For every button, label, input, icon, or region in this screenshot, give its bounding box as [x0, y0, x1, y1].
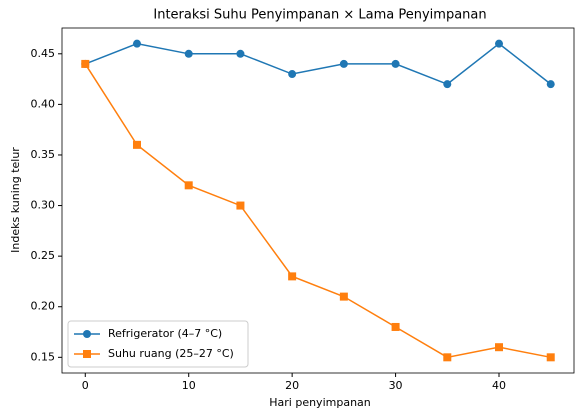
x-tick-label: 30 — [389, 379, 403, 392]
data-point — [391, 59, 400, 68]
x-axis-label: Hari penyimpanan — [269, 396, 371, 409]
data-point — [339, 59, 348, 68]
data-point — [184, 49, 193, 58]
data-point — [495, 343, 504, 352]
x-tick-label: 20 — [285, 379, 299, 392]
data-point — [81, 59, 90, 68]
legend-label: Refrigerator (4–7 °C) — [108, 327, 222, 340]
data-point — [288, 272, 297, 281]
series-line — [84, 63, 551, 359]
y-tick-label: 0.30 — [31, 199, 56, 212]
legend-marker — [83, 330, 91, 338]
y-tick-label: 0.40 — [31, 97, 56, 110]
data-point — [132, 140, 141, 149]
data-point — [443, 353, 452, 362]
legend-box — [67, 320, 249, 368]
x-tick-label: 40 — [492, 379, 506, 392]
series-line — [84, 42, 552, 86]
x-tick-label: 10 — [182, 379, 196, 392]
y-axis-label: Indeks kuning telur — [9, 147, 22, 253]
y-tick-label: 0.20 — [31, 300, 56, 313]
legend-label: Suhu ruang (25–27 °C) — [108, 347, 234, 360]
data-point — [546, 80, 555, 89]
y-tick-label: 0.25 — [31, 249, 56, 262]
x-tick-label: 0 — [82, 379, 89, 392]
data-point — [443, 80, 452, 89]
data-point — [236, 49, 245, 58]
data-point — [339, 292, 348, 301]
data-point — [236, 201, 245, 210]
data-point — [184, 181, 193, 190]
legend-marker — [83, 350, 91, 358]
y-tick-label: 0.45 — [31, 47, 56, 60]
data-point — [391, 322, 400, 331]
data-point — [546, 353, 555, 362]
y-tick-label: 0.15 — [31, 350, 56, 363]
data-point — [495, 39, 504, 48]
plot-area — [61, 27, 575, 374]
y-tick-label: 0.35 — [31, 148, 56, 161]
data-point — [132, 39, 141, 48]
chart-title: Interaksi Suhu Penyimpanan × Lama Penyim… — [153, 8, 486, 23]
data-point — [288, 70, 297, 79]
